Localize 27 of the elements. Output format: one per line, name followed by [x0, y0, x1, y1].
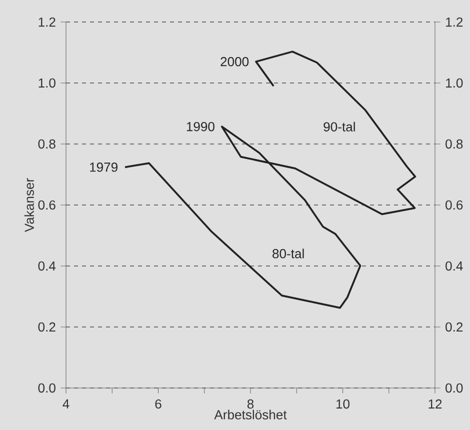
annotation: 80-tal — [272, 248, 304, 258]
y2-tick-label: 1.2 — [446, 17, 463, 27]
x-tick-label: 10 — [336, 399, 350, 409]
y2-tick-label: 1.0 — [446, 78, 463, 88]
y2-tick-label: 0.2 — [446, 322, 463, 332]
x-tick-label: 6 — [155, 399, 162, 409]
annotation: 2000 — [220, 57, 249, 66]
y-tick-label: 0.2 — [38, 322, 56, 332]
annotation: 1990 — [186, 122, 214, 132]
y-tick-label: 0.4 — [38, 261, 56, 271]
annotation: 1979 — [90, 162, 118, 172]
x-axis-title: Arbetslöshet — [214, 410, 287, 420]
y2-tick-label: 0.6 — [446, 200, 463, 210]
y-tick-label: 1.2 — [38, 17, 56, 27]
y-axis-title: Vakanser — [24, 178, 34, 232]
y-tick-label: 0.8 — [38, 139, 56, 149]
x-tick-label: 8 — [247, 399, 254, 409]
line-series — [124, 50, 416, 309]
y-tick-label: 0.6 — [38, 200, 56, 210]
annotation: 90-tal — [324, 122, 355, 132]
y2-tick-label: 0.8 — [446, 139, 463, 149]
y-tick-label: 0.0 — [38, 383, 56, 393]
y2-tick-label: 0.0 — [446, 383, 463, 393]
x-tick-label: 4 — [62, 399, 70, 408]
x-tick-label: 12 — [428, 399, 442, 408]
y-tick-label: 1.0 — [38, 78, 56, 88]
y2-tick-label: 0.4 — [446, 261, 463, 271]
